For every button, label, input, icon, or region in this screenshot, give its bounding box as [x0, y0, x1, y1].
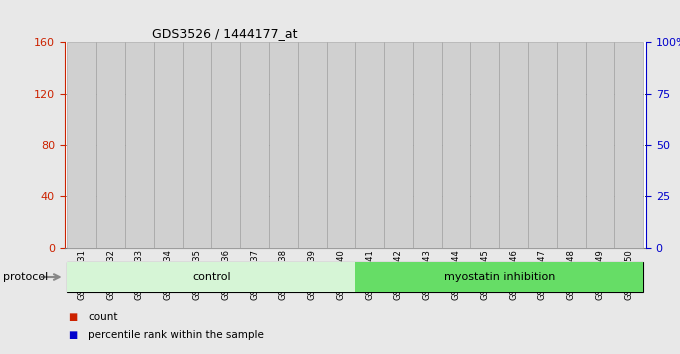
Point	[537, 147, 548, 152]
Bar	[74, 239, 90, 248]
Text: count: count	[88, 312, 118, 322]
Text: percentile rank within the sample: percentile rank within the sample	[88, 330, 265, 339]
Point	[479, 140, 490, 146]
Point	[393, 163, 404, 169]
Bar	[506, 164, 522, 248]
Bar	[413, 42, 441, 248]
Point	[249, 142, 260, 148]
Bar	[298, 42, 326, 248]
Bar	[67, 42, 97, 248]
Bar	[592, 225, 608, 248]
Bar	[384, 42, 413, 248]
Bar	[333, 209, 349, 248]
Bar	[67, 262, 355, 292]
Bar	[441, 42, 471, 248]
Point	[624, 179, 634, 185]
Text: protocol: protocol	[3, 272, 49, 282]
Bar	[585, 42, 614, 248]
Bar	[614, 42, 643, 248]
Point	[594, 185, 605, 191]
Text: myostatin inhibition: myostatin inhibition	[443, 272, 555, 282]
Bar	[355, 262, 643, 292]
Bar	[528, 42, 557, 248]
Point	[364, 126, 375, 132]
Bar	[125, 42, 154, 248]
Point	[134, 148, 145, 154]
Bar	[247, 145, 262, 248]
Bar	[448, 196, 464, 248]
Bar	[477, 168, 493, 248]
Bar	[218, 177, 234, 248]
Bar	[240, 42, 269, 248]
Point	[508, 140, 519, 146]
Bar	[471, 42, 499, 248]
Bar	[621, 209, 636, 248]
Bar	[97, 42, 125, 248]
Text: ■: ■	[68, 330, 78, 339]
Bar	[563, 194, 579, 248]
Text: GDS3526 / 1444177_at: GDS3526 / 1444177_at	[152, 27, 297, 40]
Point	[307, 237, 318, 242]
Point	[335, 179, 346, 185]
Bar	[420, 186, 435, 248]
Text: control: control	[192, 272, 231, 282]
Bar	[189, 161, 205, 248]
Bar	[131, 181, 148, 248]
Point	[163, 147, 173, 152]
Bar	[534, 194, 550, 248]
Point	[422, 148, 432, 154]
Bar	[326, 42, 355, 248]
Point	[451, 148, 462, 154]
Bar	[103, 199, 118, 248]
Point	[278, 192, 289, 197]
Bar	[499, 42, 528, 248]
Bar	[183, 42, 211, 248]
Bar	[304, 244, 320, 248]
Point	[192, 136, 203, 142]
Point	[105, 142, 116, 148]
Point	[220, 138, 231, 144]
Bar	[269, 42, 298, 248]
Bar	[160, 194, 176, 248]
Point	[76, 194, 87, 199]
Bar	[390, 207, 407, 248]
Bar	[355, 42, 384, 248]
Bar	[362, 71, 377, 248]
Point	[566, 163, 577, 169]
Bar	[275, 230, 291, 248]
Bar	[154, 42, 183, 248]
Text: ■: ■	[68, 312, 78, 322]
Bar	[557, 42, 585, 248]
Bar	[211, 42, 240, 248]
